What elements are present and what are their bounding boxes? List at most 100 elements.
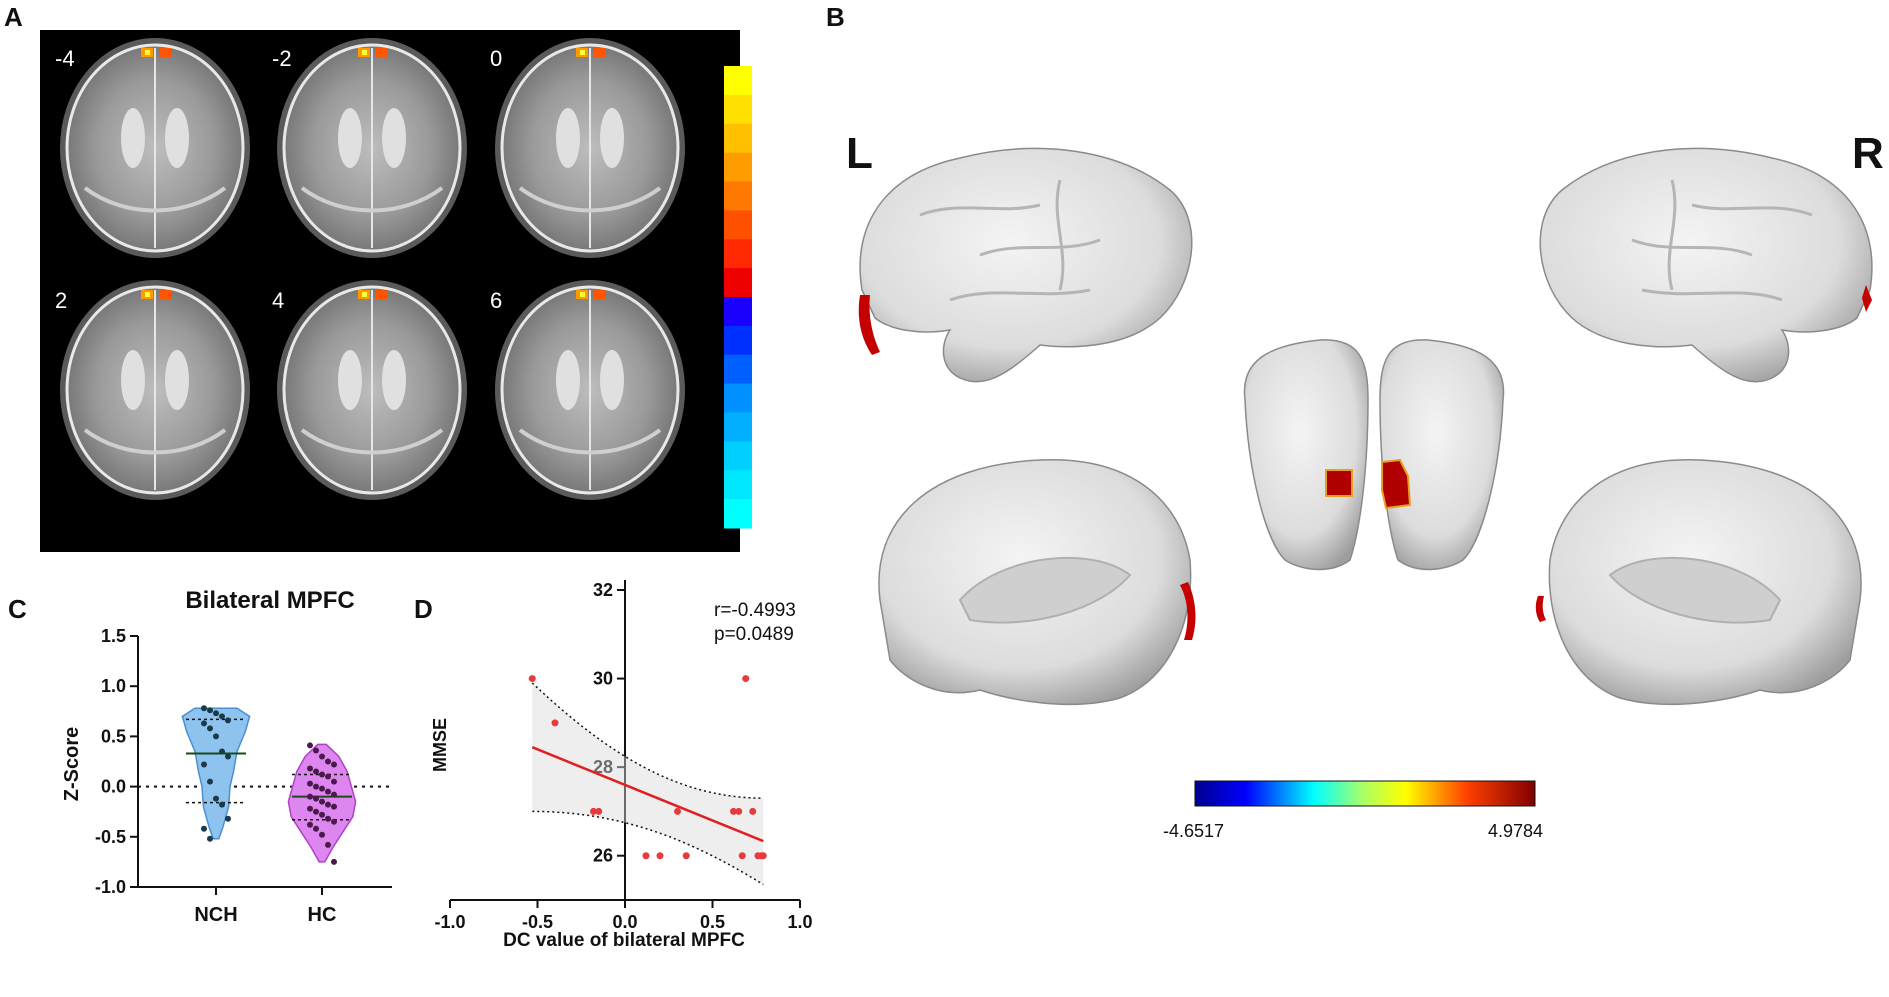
violin-point <box>319 785 325 792</box>
violin-point <box>313 825 319 832</box>
colorbar-b-min-label: -4.6517 <box>1163 821 1224 841</box>
colorbar-a-segment <box>724 123 752 154</box>
scatter-point <box>735 807 743 815</box>
violin-point <box>219 801 225 808</box>
ventricle-left <box>556 350 580 410</box>
violin-point <box>319 753 325 760</box>
ventricle-right <box>165 108 189 168</box>
ventricle-left <box>121 350 145 410</box>
violin-title: Bilateral MPFC <box>185 587 354 614</box>
activation-peak <box>145 50 150 55</box>
scatter-x-tick-label: 0.0 <box>612 912 637 932</box>
violin-point <box>201 705 207 712</box>
colorbar-a-segment <box>724 268 752 298</box>
gyri <box>300 428 444 455</box>
scatter-y-tick-label: 30 <box>593 669 613 689</box>
activation-right <box>159 48 171 57</box>
brain-left-lateral <box>858 147 1193 383</box>
slice-label: -2 <box>272 46 292 71</box>
ventricle-left <box>556 108 580 168</box>
scatter-point <box>749 807 757 815</box>
slice-label: 0 <box>490 46 502 71</box>
colorbar-a-segment <box>724 210 752 240</box>
scatter-confidence-band <box>532 683 764 885</box>
hemisphere-left-label: L <box>846 129 873 178</box>
ventricle-right <box>600 108 624 168</box>
colorbar-b-max-label: 4.9784 <box>1488 821 1543 841</box>
axial-slice: 2 <box>55 280 250 500</box>
violin-point <box>307 765 313 772</box>
activation-peak <box>580 292 585 297</box>
ventricle-right <box>382 350 406 410</box>
gyri <box>300 186 444 213</box>
scatter-point <box>759 852 767 860</box>
ventricle-right <box>600 350 624 410</box>
scatter-annotation-p: p=0.0489 <box>714 624 794 645</box>
colorbar-a-segment <box>724 181 752 211</box>
violin-ylabel: Z-Score <box>61 727 83 801</box>
violin-y-tick-label: 1.0 <box>101 676 126 696</box>
ventricle-left <box>121 108 145 168</box>
colorbar-a-segment <box>724 66 752 96</box>
scatter-point <box>595 807 603 815</box>
colorbar-a-min-label: -5 <box>762 510 782 535</box>
scatter-x-tick-label: 1.0 <box>787 912 812 932</box>
violin-point <box>213 710 219 717</box>
ventricle-right <box>382 108 406 168</box>
axial-slice: -4 <box>55 38 250 258</box>
slice-label: 6 <box>490 288 502 313</box>
violin-point <box>307 793 313 800</box>
axial-slice: 0 <box>490 38 685 258</box>
violin-point <box>331 778 337 785</box>
scatter-point <box>528 675 536 683</box>
violin-point <box>331 761 337 768</box>
violin-point <box>307 742 313 749</box>
violin-y-tick-label: -1.0 <box>95 877 126 897</box>
scatter-fit-line <box>531 746 764 843</box>
ventricle-left <box>338 350 362 410</box>
violin-y-tick-label: 0.0 <box>101 777 126 797</box>
scatter-point <box>656 852 664 860</box>
axial-slice: -2 <box>272 38 467 258</box>
scatter-point <box>642 852 650 860</box>
colorbar-a-segment <box>724 412 752 442</box>
scatter-y-tick-label: 32 <box>593 580 613 600</box>
violin-point <box>307 780 313 787</box>
colorbar-a-segment <box>724 325 752 356</box>
activation-right <box>594 290 606 299</box>
scatter-point <box>551 719 559 727</box>
violin-point <box>313 795 319 802</box>
slice-label: 4 <box>272 288 284 313</box>
scatter-ylabel: MMSE <box>430 718 450 772</box>
gyri <box>518 428 662 455</box>
panel-a: A -4 -2 0 2 4 6 +5 -5 <box>4 2 783 552</box>
violin-point <box>207 778 213 785</box>
violin-point <box>219 748 225 755</box>
violin-point <box>313 747 319 754</box>
activation-peak <box>362 50 367 55</box>
scatter-x-tick-label: -1.0 <box>434 912 465 932</box>
violin-category-label: NCH <box>194 904 237 926</box>
violin-point <box>201 761 207 768</box>
violin-point <box>213 733 219 740</box>
violin-nch <box>181 707 251 840</box>
gyri <box>83 428 227 455</box>
colorbar-a-segment <box>724 383 752 413</box>
panel-letter-b: B <box>826 2 845 32</box>
violin-point <box>319 771 325 778</box>
violin-point <box>319 798 325 805</box>
colorbar-b <box>1194 780 1536 807</box>
violin-point <box>207 835 213 842</box>
panel-c: C Bilateral MPFC Z-Score -1.0 -0.5 0.0 0.5 1… <box>8 587 392 926</box>
ventricle-right <box>165 350 189 410</box>
gyri <box>518 186 662 213</box>
scatter-annotation-r: r=-0.4993 <box>714 600 796 621</box>
violin-point <box>307 821 313 828</box>
scatter-y-tick-label: 28 <box>593 757 613 777</box>
scatter-point <box>738 852 746 860</box>
scatter-x-tick-label: -0.5 <box>522 912 553 932</box>
violin-point <box>325 841 331 848</box>
activation-right <box>376 48 388 57</box>
colorbar-a <box>724 66 752 529</box>
